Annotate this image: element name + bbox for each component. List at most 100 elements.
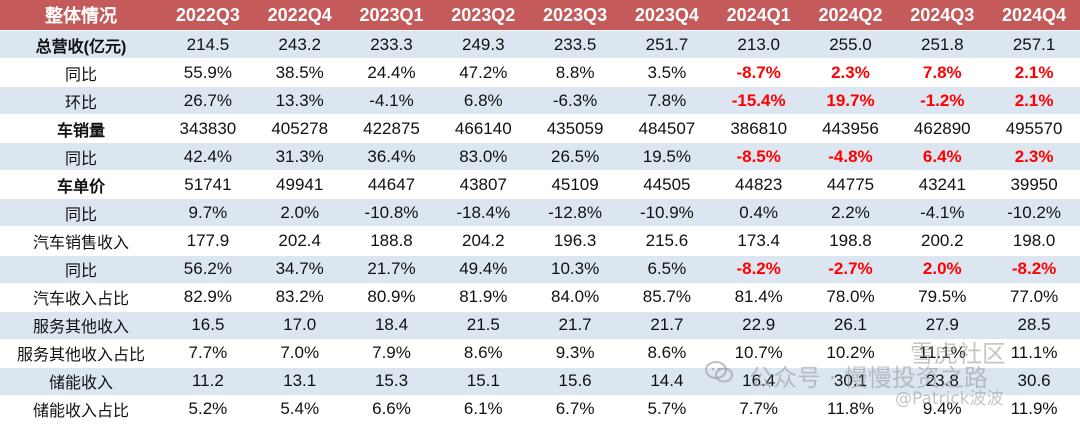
- table-cell: 80.9%: [345, 283, 438, 312]
- table-cell: 422875: [345, 114, 438, 144]
- table-cell: 2.1%: [988, 86, 1080, 116]
- table-cell: -10.2%: [988, 198, 1080, 228]
- table-cell: 2.3%: [804, 58, 897, 88]
- header-cell-quarter: 2023Q1: [345, 0, 438, 31]
- table-cell: -8.2%: [988, 255, 1080, 284]
- table-cell: 9.7%: [162, 198, 254, 228]
- table-cell: 251.7: [620, 30, 713, 60]
- table-row: 同比 55.9% 38.5% 24.4% 47.2% 8.8% 3.5% -8.7% 2.3% 7…: [0, 58, 1080, 88]
- table-cell: 55.9%: [162, 58, 254, 88]
- table-cell: 19.7%: [804, 86, 897, 116]
- table-cell: 17.0: [253, 311, 346, 340]
- table-cell: 9.4%: [896, 395, 989, 424]
- table-cell: 7.8%: [620, 86, 713, 116]
- table-cell: 466140: [437, 114, 530, 144]
- table-cell: 11.1%: [988, 339, 1080, 368]
- table-cell: 6.5%: [620, 255, 713, 284]
- table-cell: -1.2%: [896, 86, 989, 116]
- table-cell: 44647: [345, 170, 438, 200]
- table-cell: 83.0%: [437, 142, 530, 172]
- table-row: 服务其他收入 16.5 17.0 18.4 21.5 21.7 21.7 22.9 26.1 27…: [0, 311, 1080, 340]
- table-cell: 21.7: [620, 311, 713, 340]
- header-cell-quarter: 2022Q3: [162, 0, 254, 31]
- table-cell: 249.3: [437, 30, 530, 60]
- table-cell: 8.8%: [529, 58, 621, 88]
- table-cell: 15.1: [437, 367, 530, 396]
- table-row: 储能收入占比 5.2% 5.4% 6.6% 6.1% 6.7% 5.7% 7.7% 11.8% 9…: [0, 395, 1080, 424]
- table-cell: 2.2%: [804, 198, 897, 228]
- table-cell: 44775: [804, 170, 897, 200]
- table-row: 汽车收入占比 82.9% 83.2% 80.9% 81.9% 84.0% 85.7% 81.4…: [0, 283, 1080, 312]
- table-cell: 3.5%: [620, 58, 713, 88]
- table-cell: 81.9%: [437, 283, 530, 312]
- table-cell: 27.9: [896, 311, 989, 340]
- table-cell: 5.4%: [253, 395, 346, 424]
- table-cell: 43241: [896, 170, 989, 200]
- table-cell: -8.7%: [712, 58, 805, 88]
- table-cell: 26.7%: [162, 86, 254, 116]
- table-cell: 13.3%: [253, 86, 346, 116]
- table-cell: -4.1%: [345, 86, 438, 116]
- table-body: 总营收(亿元) 214.5 243.2 233.3 249.3 233.5 251.7 213…: [0, 30, 1080, 424]
- table-cell: -6.3%: [529, 86, 621, 116]
- table-cell: 30.6: [988, 367, 1080, 396]
- header-cell-quarter: 2024Q1: [712, 0, 805, 31]
- table-cell: 13.1: [253, 367, 346, 396]
- table-cell: 7.0%: [253, 339, 346, 368]
- row-label: 储能收入占比: [0, 395, 162, 424]
- table-cell: 484507: [620, 114, 713, 144]
- table-cell: 8.6%: [437, 339, 530, 368]
- row-label: 服务其他收入占比: [0, 339, 162, 368]
- table-cell: 38.5%: [253, 58, 346, 88]
- table-cell: -12.8%: [529, 198, 621, 228]
- table-cell: 462890: [896, 114, 989, 144]
- table-cell: -8.2%: [712, 255, 805, 284]
- table-cell: 49941: [253, 170, 346, 200]
- table-cell: 56.2%: [162, 255, 254, 284]
- table-cell: 82.9%: [162, 283, 254, 312]
- row-label: 同比: [0, 142, 162, 172]
- table-cell: 24.4%: [345, 58, 438, 88]
- table-cell: 6.7%: [529, 395, 621, 424]
- table-cell: 233.3: [345, 30, 438, 60]
- header-cell-quarter: 2023Q4: [620, 0, 713, 31]
- table-row: 环比 26.7% 13.3% -4.1% 6.8% -6.3% 7.8% -15.4% 19.7…: [0, 86, 1080, 116]
- table-row: 服务其他收入占比 7.7% 7.0% 7.9% 8.6% 9.3% 8.6% 10.7% 10.…: [0, 339, 1080, 368]
- table-cell: 6.6%: [345, 395, 438, 424]
- table-cell: 30.1: [804, 367, 897, 396]
- table-cell: 204.2: [437, 226, 530, 256]
- table-cell: 15.3: [345, 367, 438, 396]
- table-cell: 10.3%: [529, 255, 621, 284]
- table-cell: 7.7%: [162, 339, 254, 368]
- table-cell: 21.7%: [345, 255, 438, 284]
- table-cell: 2.3%: [988, 142, 1080, 172]
- table-cell: 243.2: [253, 30, 346, 60]
- table-cell: 84.0%: [529, 283, 621, 312]
- header-cell-quarter: 2023Q3: [529, 0, 621, 31]
- table-cell: 188.8: [345, 226, 438, 256]
- table-cell: 34.7%: [253, 255, 346, 284]
- table-cell: 6.1%: [437, 395, 530, 424]
- table-cell: 26.1: [804, 311, 897, 340]
- table-row: 总营收(亿元) 214.5 243.2 233.3 249.3 233.5 251.7 213…: [0, 30, 1080, 60]
- table-cell: 7.7%: [712, 395, 805, 424]
- table-cell: 2.1%: [988, 58, 1080, 88]
- table-cell: 9.3%: [529, 339, 621, 368]
- header-cell-quarter: 2022Q4: [253, 0, 346, 31]
- table-row: 同比 56.2% 34.7% 21.7% 49.4% 10.3% 6.5% -8.2% -2.7…: [0, 255, 1080, 284]
- row-label: 储能收入: [0, 367, 162, 396]
- header-cell-quarter: 2023Q2: [437, 0, 530, 31]
- table-cell: 28.5: [988, 311, 1080, 340]
- table-cell: 85.7%: [620, 283, 713, 312]
- table-row: 同比 42.4% 31.3% 36.4% 83.0% 26.5% 19.5% -8.5% -4.…: [0, 142, 1080, 172]
- row-label: 环比: [0, 86, 162, 116]
- table-cell: 18.4: [345, 311, 438, 340]
- table-cell: 44505: [620, 170, 713, 200]
- table-row: 储能收入 11.2 13.1 15.3 15.1 15.6 14.4 16.4 30.1 23.8…: [0, 367, 1080, 396]
- row-label: 车销量: [0, 114, 162, 144]
- table-cell: 22.9: [712, 311, 805, 340]
- table-cell: -2.7%: [804, 255, 897, 284]
- table-row: 车销量 343830 405278 422875 466140 435059 484507 3…: [0, 114, 1080, 144]
- table-row: 车单价 51741 49941 44647 43807 45109 44505 44823 44…: [0, 170, 1080, 200]
- row-label: 同比: [0, 255, 162, 284]
